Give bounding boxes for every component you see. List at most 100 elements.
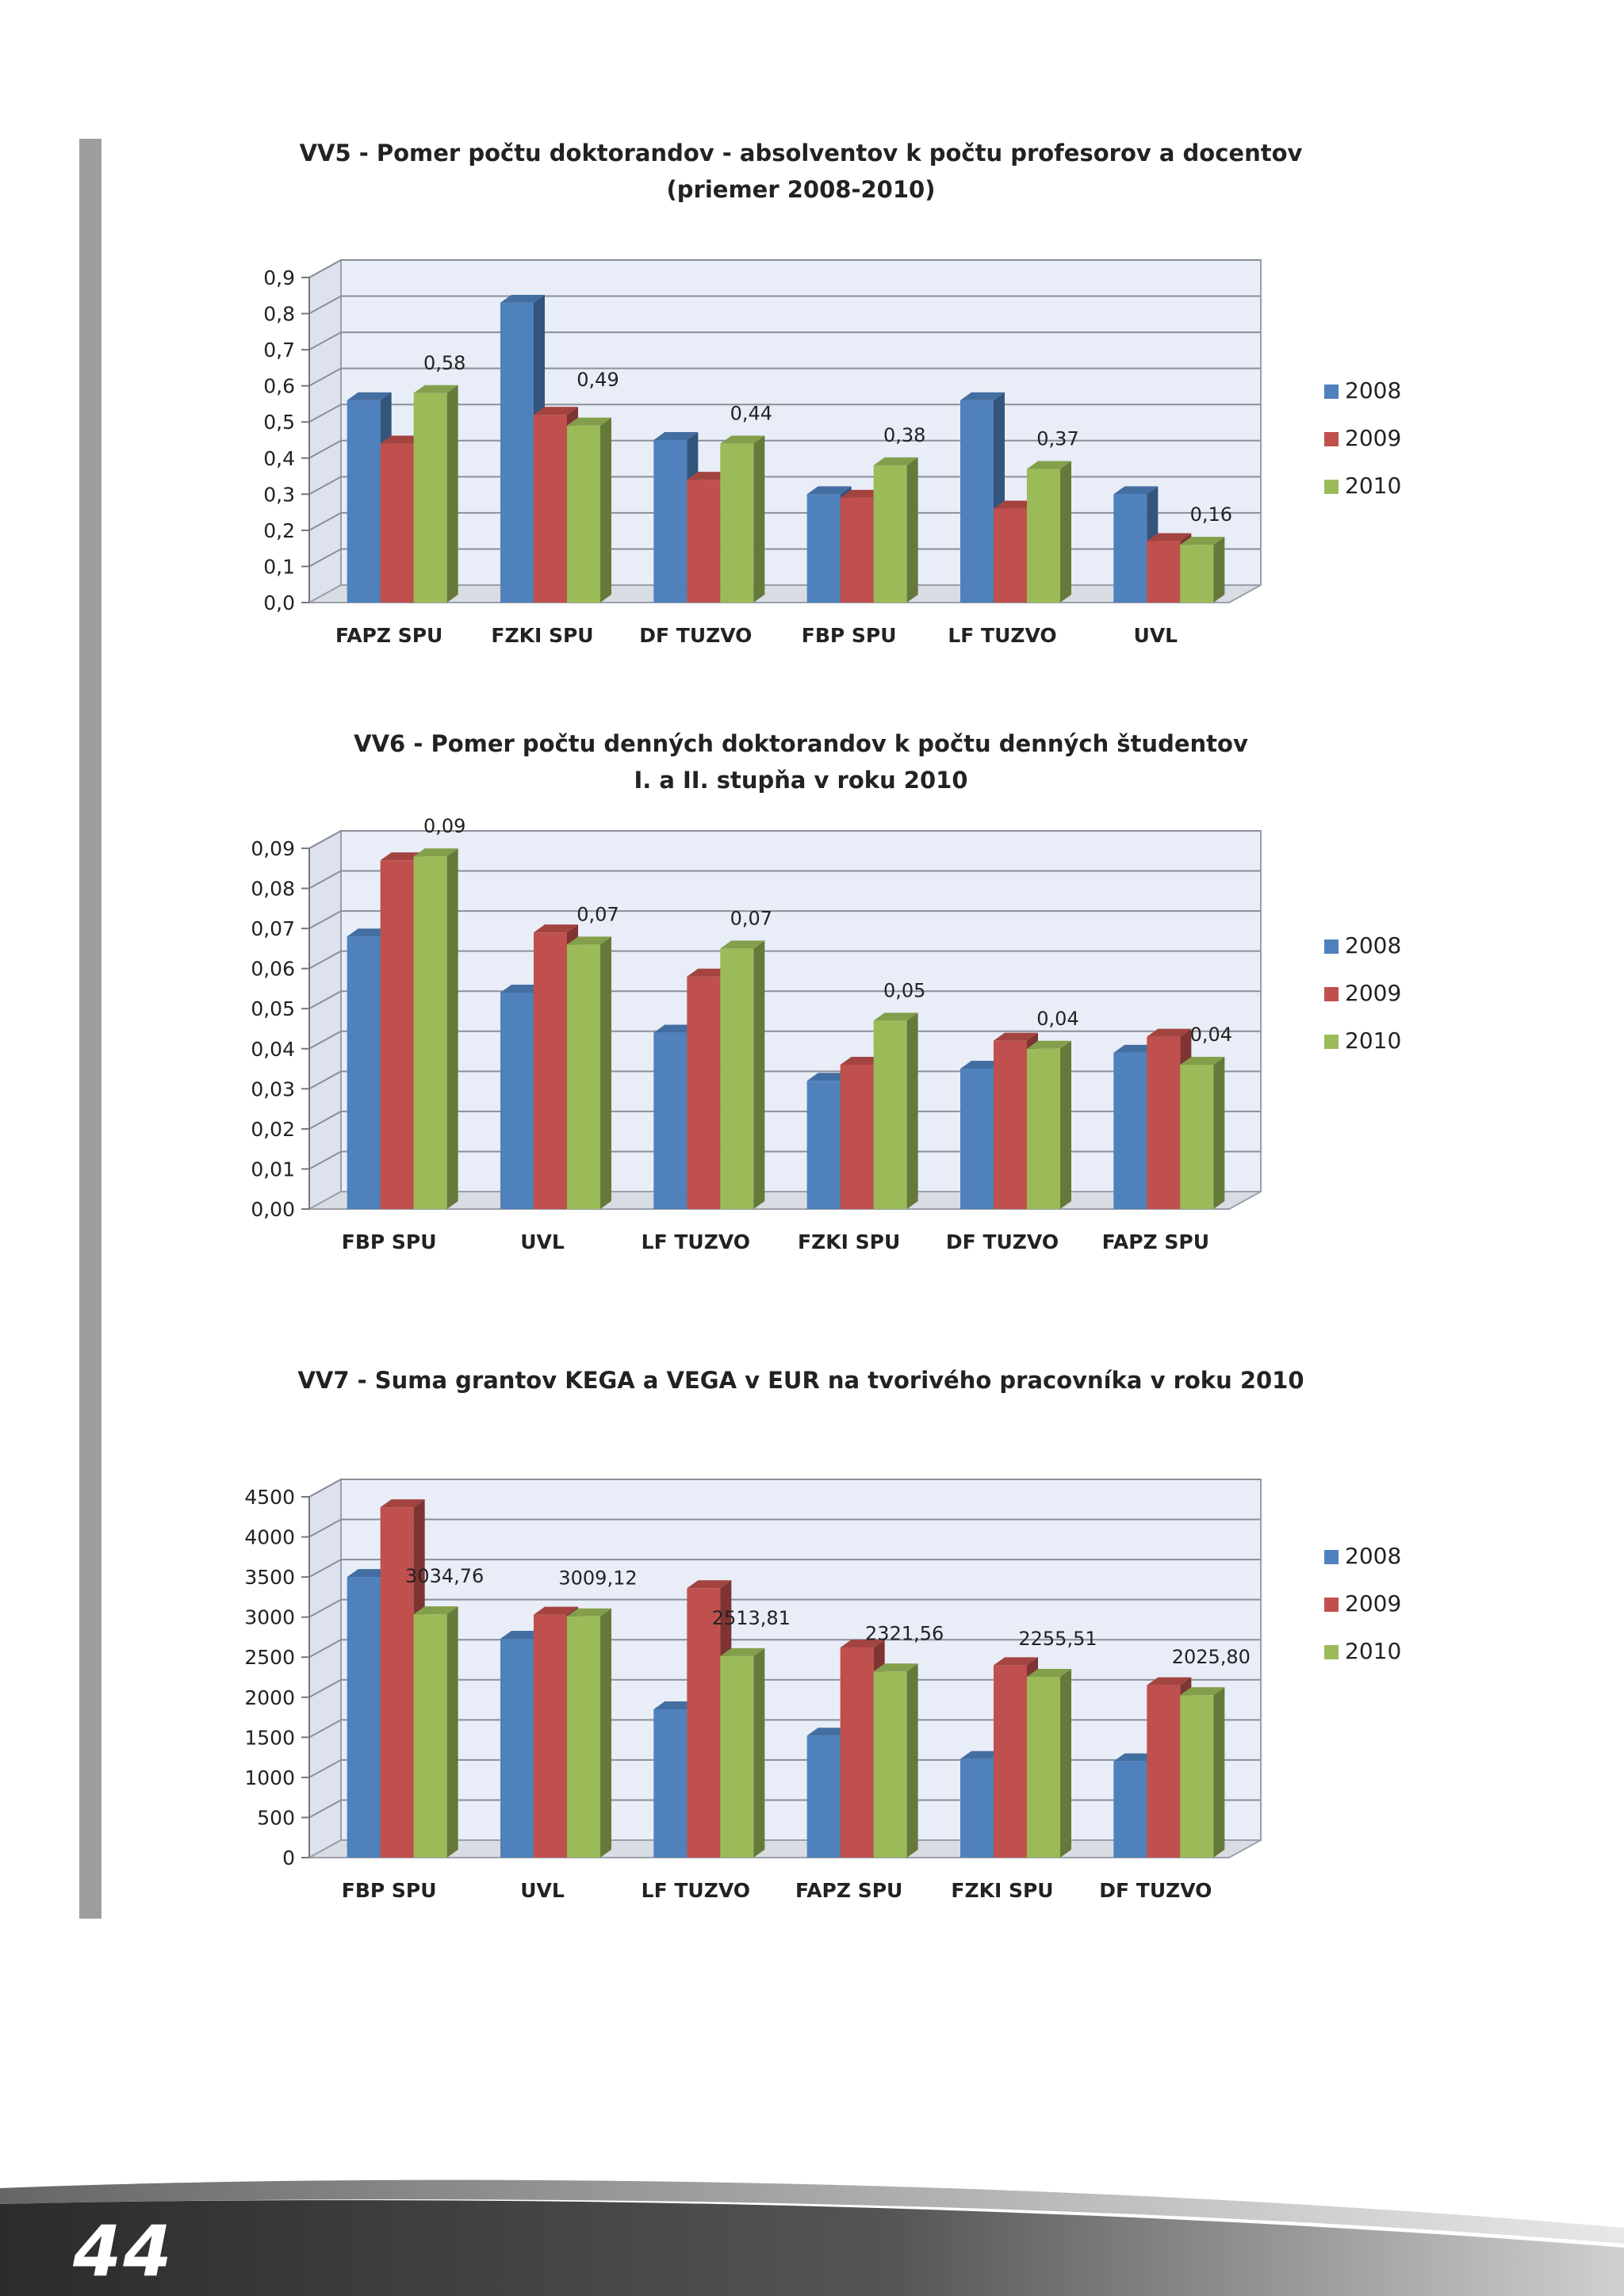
bar-top-2009 [994,1657,1038,1666]
category-label: FZKI SPU [491,624,593,647]
chart-vv5-plot: 0,0 0,1 0,2 0,3 0,4 0,5 0,6 0,7 0,8 0,9 0,58 FAPZ S… [263,258,1401,647]
bar-2009 [534,932,567,1209]
legend-swatch-2010 [1324,480,1339,494]
bar-2008 [806,494,841,603]
chart-vv7: VV7 - Suma grantov KEGA a VEGA v EUR na … [182,1362,1419,1933]
gridline [308,548,1261,568]
bar-top-2010 [413,848,458,857]
chart-vv6-plot: 0,00 0,01 0,02 0,03 0,04 0,05 0,06 0,07 0,08 0,09… [251,817,1401,1253]
bar-top-2010 [1180,537,1225,545]
y-tick-label: 0,1 [263,555,295,578]
side-wall [308,829,342,1211]
bar-2010 [567,425,600,603]
data-label: 2025,80 [1172,1646,1251,1668]
bar-2008 [500,1638,534,1858]
y-tick-label: 0,6 [263,375,295,398]
bar-2010 [720,1655,754,1858]
data-label: 2513,81 [712,1607,791,1629]
gridline [308,511,1261,531]
bar-2009 [840,1065,874,1209]
data-label: 2321,56 [865,1622,944,1644]
bar-top-2008 [500,294,545,303]
bar-2009 [994,508,1027,603]
data-label: 0,44 [730,403,772,425]
bar-top-2010 [567,936,611,945]
category-label: DF TUZVO [1099,1879,1212,1902]
y-tick-label: 4500 [244,1486,295,1509]
gridline [308,870,1261,890]
bar-2008 [960,1758,994,1858]
y-tick-label: 1000 [244,1766,295,1789]
bar-2008 [960,400,994,603]
gridline [308,439,1261,459]
category-label: LF TUZVO [642,1230,750,1253]
bar-top-2010 [1027,1668,1071,1677]
bar-top-2009 [1147,1677,1192,1686]
data-label: 0,58 [423,352,465,374]
bar-side-2010 [906,1663,918,1858]
bar-2009 [1147,1685,1181,1858]
bar-side-2010 [446,385,458,603]
bar-2010 [873,465,907,603]
bar-2008 [653,1032,688,1209]
category-label: DF TUZVO [639,624,752,647]
bar-2010 [567,1616,600,1858]
bar-side-2010 [1213,1057,1225,1209]
gridline [308,476,1261,496]
gridline [308,1719,1261,1739]
gridline [308,950,1261,970]
bar-2009 [994,1040,1027,1209]
legend-swatch-2009 [1324,1598,1339,1612]
category-label: FBP SPU [342,1879,437,1902]
bar-side-2010 [906,1012,918,1209]
data-label: 3034,76 [405,1565,484,1587]
bar-2008 [806,1081,841,1209]
bar-top-2010 [413,385,458,393]
legend-label-2010: 2010 [1345,1027,1401,1054]
bar-2010 [873,1671,907,1858]
gridline [308,331,1261,350]
bar-2008 [1113,1052,1147,1209]
bar-side-2010 [1060,461,1071,603]
bar-2009 [380,860,414,1209]
y-tick-label: 0,04 [251,1038,295,1061]
chart-title-line2: I. a II. stupňa v roku 2010 [634,767,968,794]
y-tick-label: 0,7 [263,339,295,362]
y-tick-label: 0,01 [251,1158,295,1181]
gridline [308,1150,1261,1170]
bar-2010 [413,1614,447,1858]
bar-top-2010 [720,435,765,444]
y-tick-label: 0,07 [251,917,295,940]
bar-2008 [500,993,534,1209]
bar-2010 [413,856,447,1209]
y-tick-label: 3000 [244,1606,295,1629]
bar-2009 [687,480,721,603]
bar-top-2009 [840,1640,885,1648]
chart-title: VV5 - Pomer počtu doktorandov - absolven… [182,135,1419,208]
page-number: 44 [73,2210,174,2292]
gridline [308,1559,1261,1578]
y-tick-label: 0,0 [263,591,295,614]
y-tick-label: 0,8 [263,303,295,326]
chart-vv6: VV6 - Pomer počtu denných doktorandov k … [182,725,1419,1296]
bar-top-2010 [1180,1057,1225,1065]
bar-side-2010 [1060,1668,1071,1858]
bar-top-2009 [534,407,578,415]
bar-2008 [1113,494,1147,603]
gridline [308,1030,1261,1050]
category-label: LF TUZVO [642,1879,750,1902]
gridline [308,1758,1261,1778]
bar-side-2010 [1213,537,1225,603]
bar-2010 [1027,1676,1060,1858]
bar-2010 [1180,1695,1214,1858]
bar-2010 [873,1020,907,1209]
data-label: 0,16 [1190,503,1232,526]
bar-top-2008 [347,392,392,400]
category-label: FZKI SPU [798,1230,900,1253]
legend-label-2009: 2009 [1345,980,1401,1006]
y-tick-label: 0,03 [251,1077,295,1100]
y-tick-label: 1500 [244,1726,295,1749]
y-tick-label: 0,00 [251,1198,295,1221]
legend-label-2008: 2008 [1345,932,1401,959]
category-label: UVL [520,1879,565,1902]
